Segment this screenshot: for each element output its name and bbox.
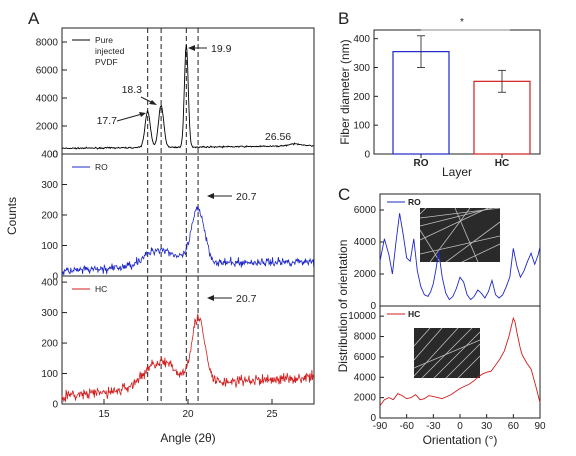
c-y-axis-label: Distribution of orientation <box>336 240 350 373</box>
a-x-axis-label: Angle (2θ) <box>160 431 215 445</box>
b-y-tick-label: 400 <box>353 34 370 45</box>
a-annotation-17-7: 17.7 <box>97 115 118 127</box>
c-x-tick-label: 30 <box>481 421 493 432</box>
c-x-tick-label: -60 <box>399 421 414 432</box>
c-legend-label-hc: HC <box>408 309 420 319</box>
a-annotation-19-9: 19.9 <box>211 43 232 55</box>
b-y-tick-label: 100 <box>353 121 370 132</box>
a-y-tick-label: 4000 <box>36 94 59 105</box>
a-top-series-line <box>61 44 315 150</box>
b-y-axis-label: Fiber diameter (nm) <box>338 39 352 144</box>
a-legend-label-ro: RO <box>95 162 108 172</box>
a-bottom-frame <box>61 275 315 405</box>
sem-image-hc <box>413 327 481 379</box>
a-x-tick-label: 15 <box>98 409 110 420</box>
a-y-tick-label: 400 <box>41 150 58 161</box>
a-annotation-arrowhead-20-7 <box>207 193 214 199</box>
c-y-tick-label: 2000 <box>354 269 377 280</box>
b-y-tick-label: 0 <box>364 150 370 161</box>
a-annotation-arrowhead-17-7 <box>139 112 146 117</box>
a-annotation-arrow-17-7 <box>116 113 143 122</box>
a-y-tick-label: 300 <box>41 180 58 191</box>
a-annotation-20-7: 20.7 <box>236 191 257 203</box>
a-y-axis-label: Counts <box>5 197 19 235</box>
a-y-tick-label: 8000 <box>36 38 59 49</box>
a-ro-series-line <box>61 205 315 276</box>
c-x-tick-label: -30 <box>426 421 441 432</box>
c-y-tick-label: 0 <box>370 301 376 312</box>
b-significance-star: * <box>460 17 464 28</box>
c-y-tick-label: 6000 <box>354 352 377 363</box>
a-y-tick-label: 0 <box>52 150 58 161</box>
a-y-tick-label: 300 <box>41 308 58 319</box>
c-y-tick-label: 6000 <box>354 205 377 216</box>
a-y-tick-label: 100 <box>41 241 58 252</box>
c-y-tick-label: 8000 <box>354 332 377 343</box>
a-y-tick-label: 200 <box>41 211 58 222</box>
a-top-legend-line: PVDF <box>95 57 118 67</box>
a-y-tick-label: 100 <box>41 369 58 380</box>
a-annotation-arrowhead-18-3 <box>149 100 157 105</box>
a-annotation-20-7: 20.7 <box>236 293 257 305</box>
b-x-tick-label: HC <box>495 158 509 169</box>
a-annotation-arrowhead-20-7 <box>207 295 214 301</box>
c-y-tick-label: 0 <box>370 413 376 424</box>
c-y-tick-label: 10000 <box>348 311 376 322</box>
a-annotation-26-56: 26.56 <box>265 131 291 143</box>
panel-label-b: B <box>338 9 349 28</box>
a-top-legend-line: injected <box>95 46 125 56</box>
c-x-axis-label: Orientation (°) <box>423 433 498 447</box>
c-y-tick-label: 2000 <box>354 393 377 404</box>
a-y-tick-label: 0 <box>52 272 58 283</box>
c-x-tick-label: -90 <box>373 421 388 432</box>
b-y-tick-label: 300 <box>353 63 370 74</box>
c-x-tick-label: 90 <box>534 421 546 432</box>
a-y-tick-label: 400 <box>41 278 58 289</box>
c-ro-series-line <box>379 213 541 301</box>
a-annotation-18-3: 18.3 <box>122 84 143 96</box>
b-x-tick-label: RO <box>414 158 429 169</box>
a-y-tick-label: 0 <box>52 400 58 411</box>
c-x-tick-label: 60 <box>508 421 520 432</box>
c-y-tick-label: 4000 <box>354 237 377 248</box>
panel-label-a: A <box>28 9 40 28</box>
a-y-tick-label: 6000 <box>36 66 59 77</box>
a-x-tick-label: 25 <box>266 409 278 420</box>
a-legend-label-hc: HC <box>95 284 107 294</box>
a-y-tick-label: 2000 <box>36 122 59 133</box>
a-annotation-arrowhead-19-9 <box>188 45 195 51</box>
c-x-tick-label: 0 <box>457 421 463 432</box>
b-y-tick-label: 200 <box>353 92 370 103</box>
b-x-axis-label: Layer <box>442 165 472 179</box>
a-y-tick-label: 200 <box>41 339 58 350</box>
sem-image-ro <box>419 207 501 263</box>
c-legend-label-ro: RO <box>408 197 421 207</box>
a-hc-series-line <box>61 313 315 403</box>
a-x-tick-label: 20 <box>182 409 194 420</box>
a-top-legend-label: Pure injected PVDF <box>95 35 125 67</box>
a-top-legend-line: Pure <box>95 35 113 45</box>
c-y-tick-label: 4000 <box>354 372 377 383</box>
a-mid-frame <box>61 153 315 277</box>
dynamic-layer: 15 20 250200040006000800001002003004000100… <box>36 17 546 432</box>
panel-label-c: C <box>338 185 350 204</box>
c-hc-series-line <box>379 316 541 407</box>
